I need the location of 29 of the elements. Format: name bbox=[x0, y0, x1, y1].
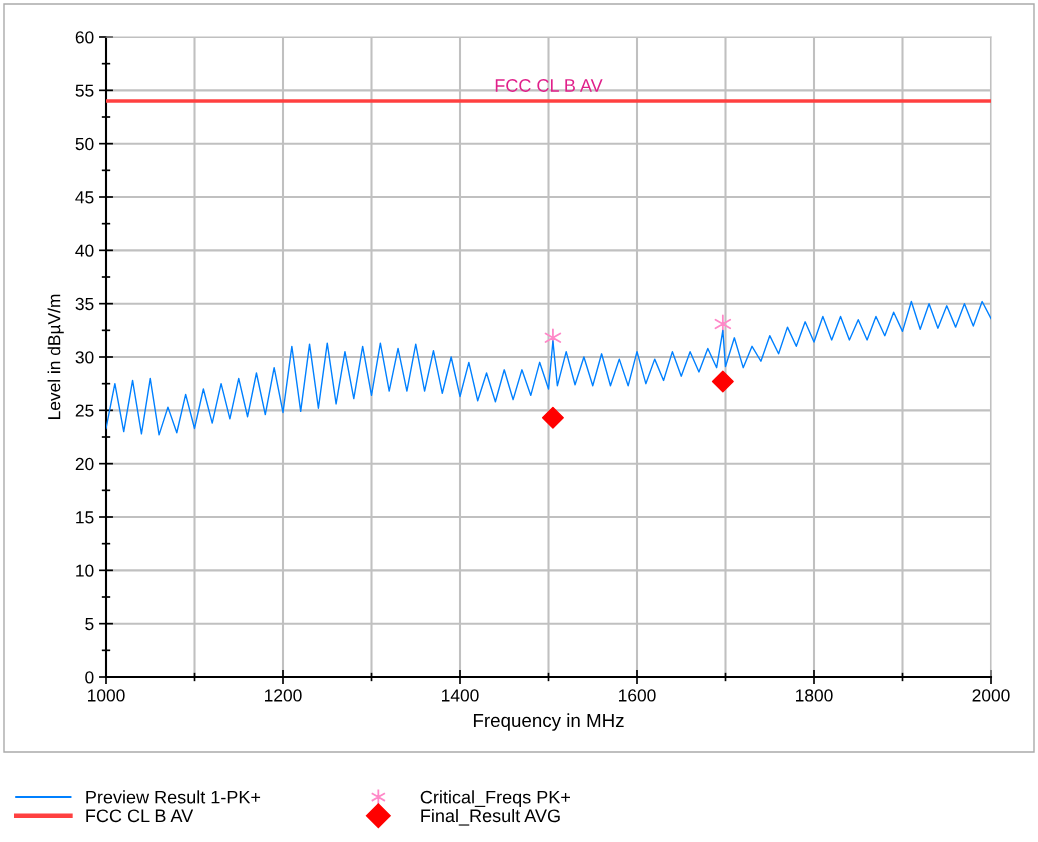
legend-label: Preview Result 1-PK+ bbox=[86, 790, 261, 804]
y-tick-label: 20 bbox=[75, 457, 94, 471]
y-tick-label: 10 bbox=[76, 564, 94, 577]
y-tick-label: 60 bbox=[75, 31, 94, 44]
x-tick-label: 1400 bbox=[442, 689, 479, 702]
x-axis-title: Frequency in MHz bbox=[473, 713, 624, 731]
legend-label: Critical_Freqs PK+ bbox=[420, 790, 570, 808]
y-tick-label: 25 bbox=[75, 404, 94, 417]
y-tick-label: 40 bbox=[75, 244, 94, 257]
legend-label: FCC CL B AV bbox=[86, 809, 194, 823]
legend-label: Final_Result AVG bbox=[421, 808, 560, 826]
y-tick-label: 15 bbox=[76, 511, 94, 524]
point bbox=[711, 370, 734, 393]
y-tick-label: 35 bbox=[75, 297, 94, 311]
x-tick-label: 1200 bbox=[265, 689, 302, 702]
y-tick-label: 55 bbox=[75, 84, 94, 97]
x-tick-label: 1000 bbox=[88, 689, 125, 702]
x-tick-label: 1800 bbox=[796, 689, 833, 702]
y-tick-label: 5 bbox=[85, 618, 94, 631]
line-series bbox=[106, 300, 991, 436]
point bbox=[541, 406, 564, 429]
y-tick-label: 50 bbox=[75, 137, 94, 151]
y-tick-label: 45 bbox=[75, 191, 94, 204]
y-tick-label: 0 bbox=[85, 671, 94, 684]
y-tick-label: 30 bbox=[75, 351, 94, 364]
x-tick-label: 1600 bbox=[619, 689, 656, 702]
x-tick-label: 2000 bbox=[972, 689, 1010, 702]
y-axis-title: Level in dBµV/m bbox=[47, 294, 64, 419]
annotation: FCC CL B AV bbox=[495, 79, 603, 92]
